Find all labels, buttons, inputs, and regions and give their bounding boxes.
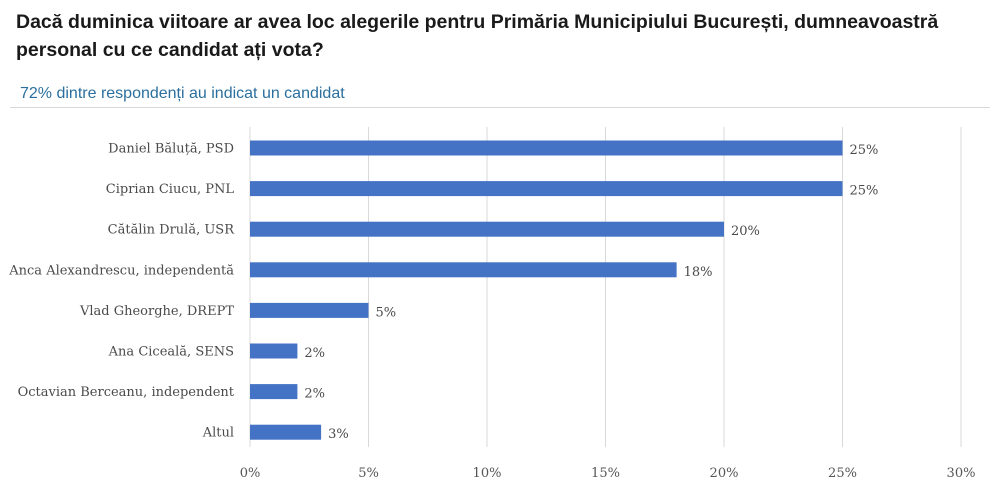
- bar: [250, 181, 843, 197]
- bar: [250, 221, 724, 237]
- x-tick-label: 10%: [473, 466, 502, 481]
- category-label: Altul: [202, 426, 234, 441]
- value-label: 2%: [304, 387, 325, 402]
- x-tick-label: 15%: [591, 466, 620, 481]
- value-label: 18%: [684, 265, 713, 280]
- bar: [250, 424, 322, 440]
- value-labels: 25% 25% 20% 18% 5% 2% 2% 3%: [304, 143, 878, 442]
- bar: [250, 262, 677, 278]
- x-tick-label: 5%: [358, 466, 379, 481]
- bar: [250, 302, 369, 318]
- header-divider: [10, 107, 990, 108]
- value-label: 3%: [328, 427, 349, 442]
- value-label: 5%: [376, 305, 397, 320]
- category-label: Vlad Gheorghe, DREPT: [79, 304, 234, 319]
- bar: [250, 343, 298, 359]
- x-tick-label: 20%: [710, 466, 739, 481]
- category-label: Ciprian Ciucu, PNL: [106, 182, 235, 197]
- bars: [250, 140, 843, 440]
- chart-title: Dacă duminica viitoare ar avea loc alege…: [16, 11, 939, 61]
- bar: [250, 384, 298, 400]
- category-label: Daniel Băluță, PSD: [108, 142, 234, 157]
- category-labels: Daniel Băluță, PSD Ciprian Ciucu, PNL Cătă…: [8, 142, 235, 441]
- value-label: 20%: [731, 224, 760, 239]
- chart-subtitle: 72% dintre respondenți au indicat un can…: [20, 85, 345, 102]
- gridlines: [249, 127, 962, 447]
- x-tick-label: 30%: [947, 466, 976, 481]
- x-tick-label: 25%: [828, 466, 857, 481]
- category-label: Octavian Berceanu, independent: [18, 385, 235, 400]
- x-tick-label: 0%: [240, 466, 261, 481]
- x-axis-tick-labels: 0% 5% 10% 15% 20% 25% 30%: [240, 466, 976, 481]
- category-label: Cătălin Drulă, USR: [108, 223, 236, 238]
- value-label: 25%: [850, 184, 879, 199]
- category-label: Anca Alexandrescu, independentă: [8, 263, 234, 278]
- bar: [250, 140, 843, 156]
- value-label: 2%: [304, 346, 325, 361]
- value-label: 25%: [850, 143, 879, 158]
- category-label: Ana Ciceală, SENS: [108, 345, 234, 360]
